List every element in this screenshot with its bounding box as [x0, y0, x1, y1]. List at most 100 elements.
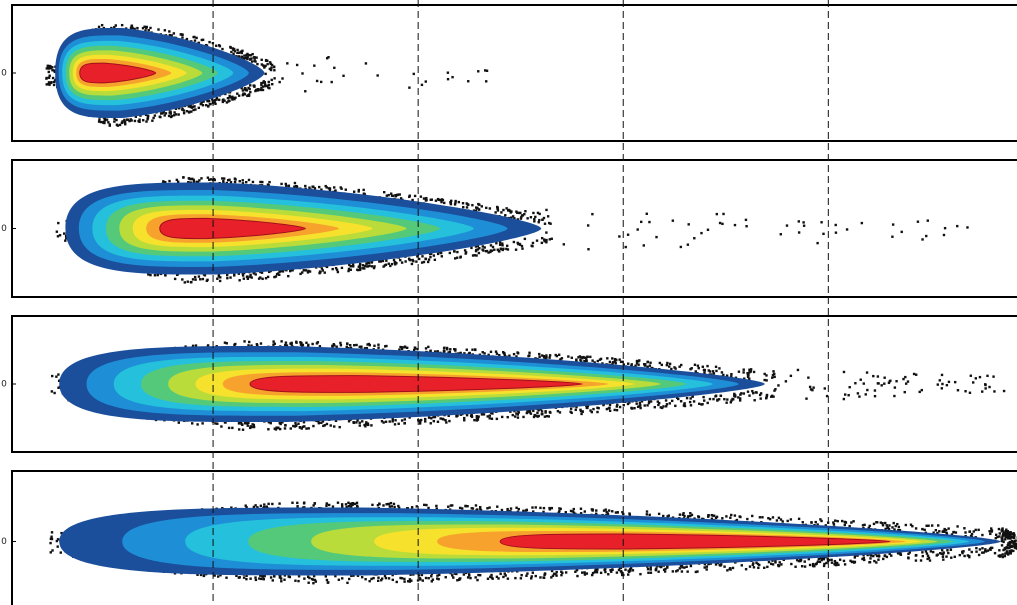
point [373, 344, 376, 347]
point [240, 51, 243, 55]
point [313, 64, 316, 67]
point [660, 565, 663, 569]
point [387, 577, 391, 580]
point [466, 576, 470, 579]
point [351, 503, 354, 506]
point [413, 194, 417, 198]
point [877, 554, 881, 558]
point [834, 561, 837, 565]
point [50, 531, 54, 534]
point [653, 405, 656, 409]
point [270, 63, 274, 67]
point [236, 92, 239, 95]
point [950, 556, 953, 559]
point [467, 80, 470, 83]
point [552, 572, 556, 575]
point [215, 97, 219, 100]
point [714, 365, 718, 368]
point [525, 411, 529, 415]
point [599, 571, 603, 575]
point [705, 568, 708, 571]
point [243, 340, 246, 343]
point [59, 551, 62, 554]
point [447, 505, 450, 508]
point [266, 275, 270, 279]
point [526, 217, 529, 220]
point [363, 267, 366, 270]
point [992, 375, 995, 378]
point [710, 517, 714, 520]
point [474, 504, 478, 507]
point [574, 408, 577, 412]
point [168, 33, 172, 37]
point [205, 104, 208, 107]
point [925, 524, 928, 527]
point [945, 383, 949, 387]
point [525, 508, 529, 512]
point [530, 575, 533, 578]
point [365, 346, 369, 350]
point [572, 511, 576, 514]
point [1005, 532, 1008, 535]
point [410, 506, 414, 509]
point [796, 368, 800, 372]
point [47, 70, 50, 74]
point [295, 63, 299, 67]
point [506, 509, 509, 512]
point [560, 357, 564, 360]
point [267, 83, 271, 87]
point [215, 98, 218, 101]
point [945, 555, 948, 558]
point [362, 188, 365, 192]
point [842, 397, 846, 401]
point [888, 524, 891, 527]
point [786, 519, 789, 523]
point [274, 275, 278, 278]
point [703, 371, 706, 374]
point [311, 185, 314, 188]
point [244, 421, 247, 424]
point [658, 401, 661, 405]
point [225, 576, 228, 579]
point [504, 214, 507, 217]
point [576, 574, 579, 578]
point [689, 397, 692, 400]
point [551, 574, 555, 578]
point [659, 406, 662, 409]
point [681, 566, 684, 569]
point [120, 23, 124, 27]
point [172, 32, 176, 35]
point [767, 560, 771, 564]
point [519, 211, 522, 215]
point [243, 93, 247, 96]
point [639, 404, 642, 407]
point [683, 566, 686, 569]
point [138, 120, 141, 124]
point [476, 416, 480, 419]
point [368, 579, 371, 583]
point [626, 362, 630, 365]
point [732, 398, 735, 401]
point [542, 356, 546, 359]
point [947, 527, 950, 530]
point [420, 573, 424, 577]
point [427, 416, 431, 419]
point [618, 405, 622, 409]
point [325, 57, 329, 60]
point [993, 390, 996, 393]
point [297, 579, 300, 583]
point [860, 221, 864, 225]
point [394, 419, 397, 422]
point [498, 243, 502, 246]
point [448, 251, 452, 255]
point [397, 506, 401, 510]
point [725, 374, 729, 377]
point [352, 421, 356, 425]
point [658, 361, 662, 365]
point [636, 405, 640, 409]
point [993, 551, 997, 555]
point [181, 36, 184, 39]
point [403, 418, 407, 421]
point [622, 403, 625, 407]
point [823, 562, 826, 566]
